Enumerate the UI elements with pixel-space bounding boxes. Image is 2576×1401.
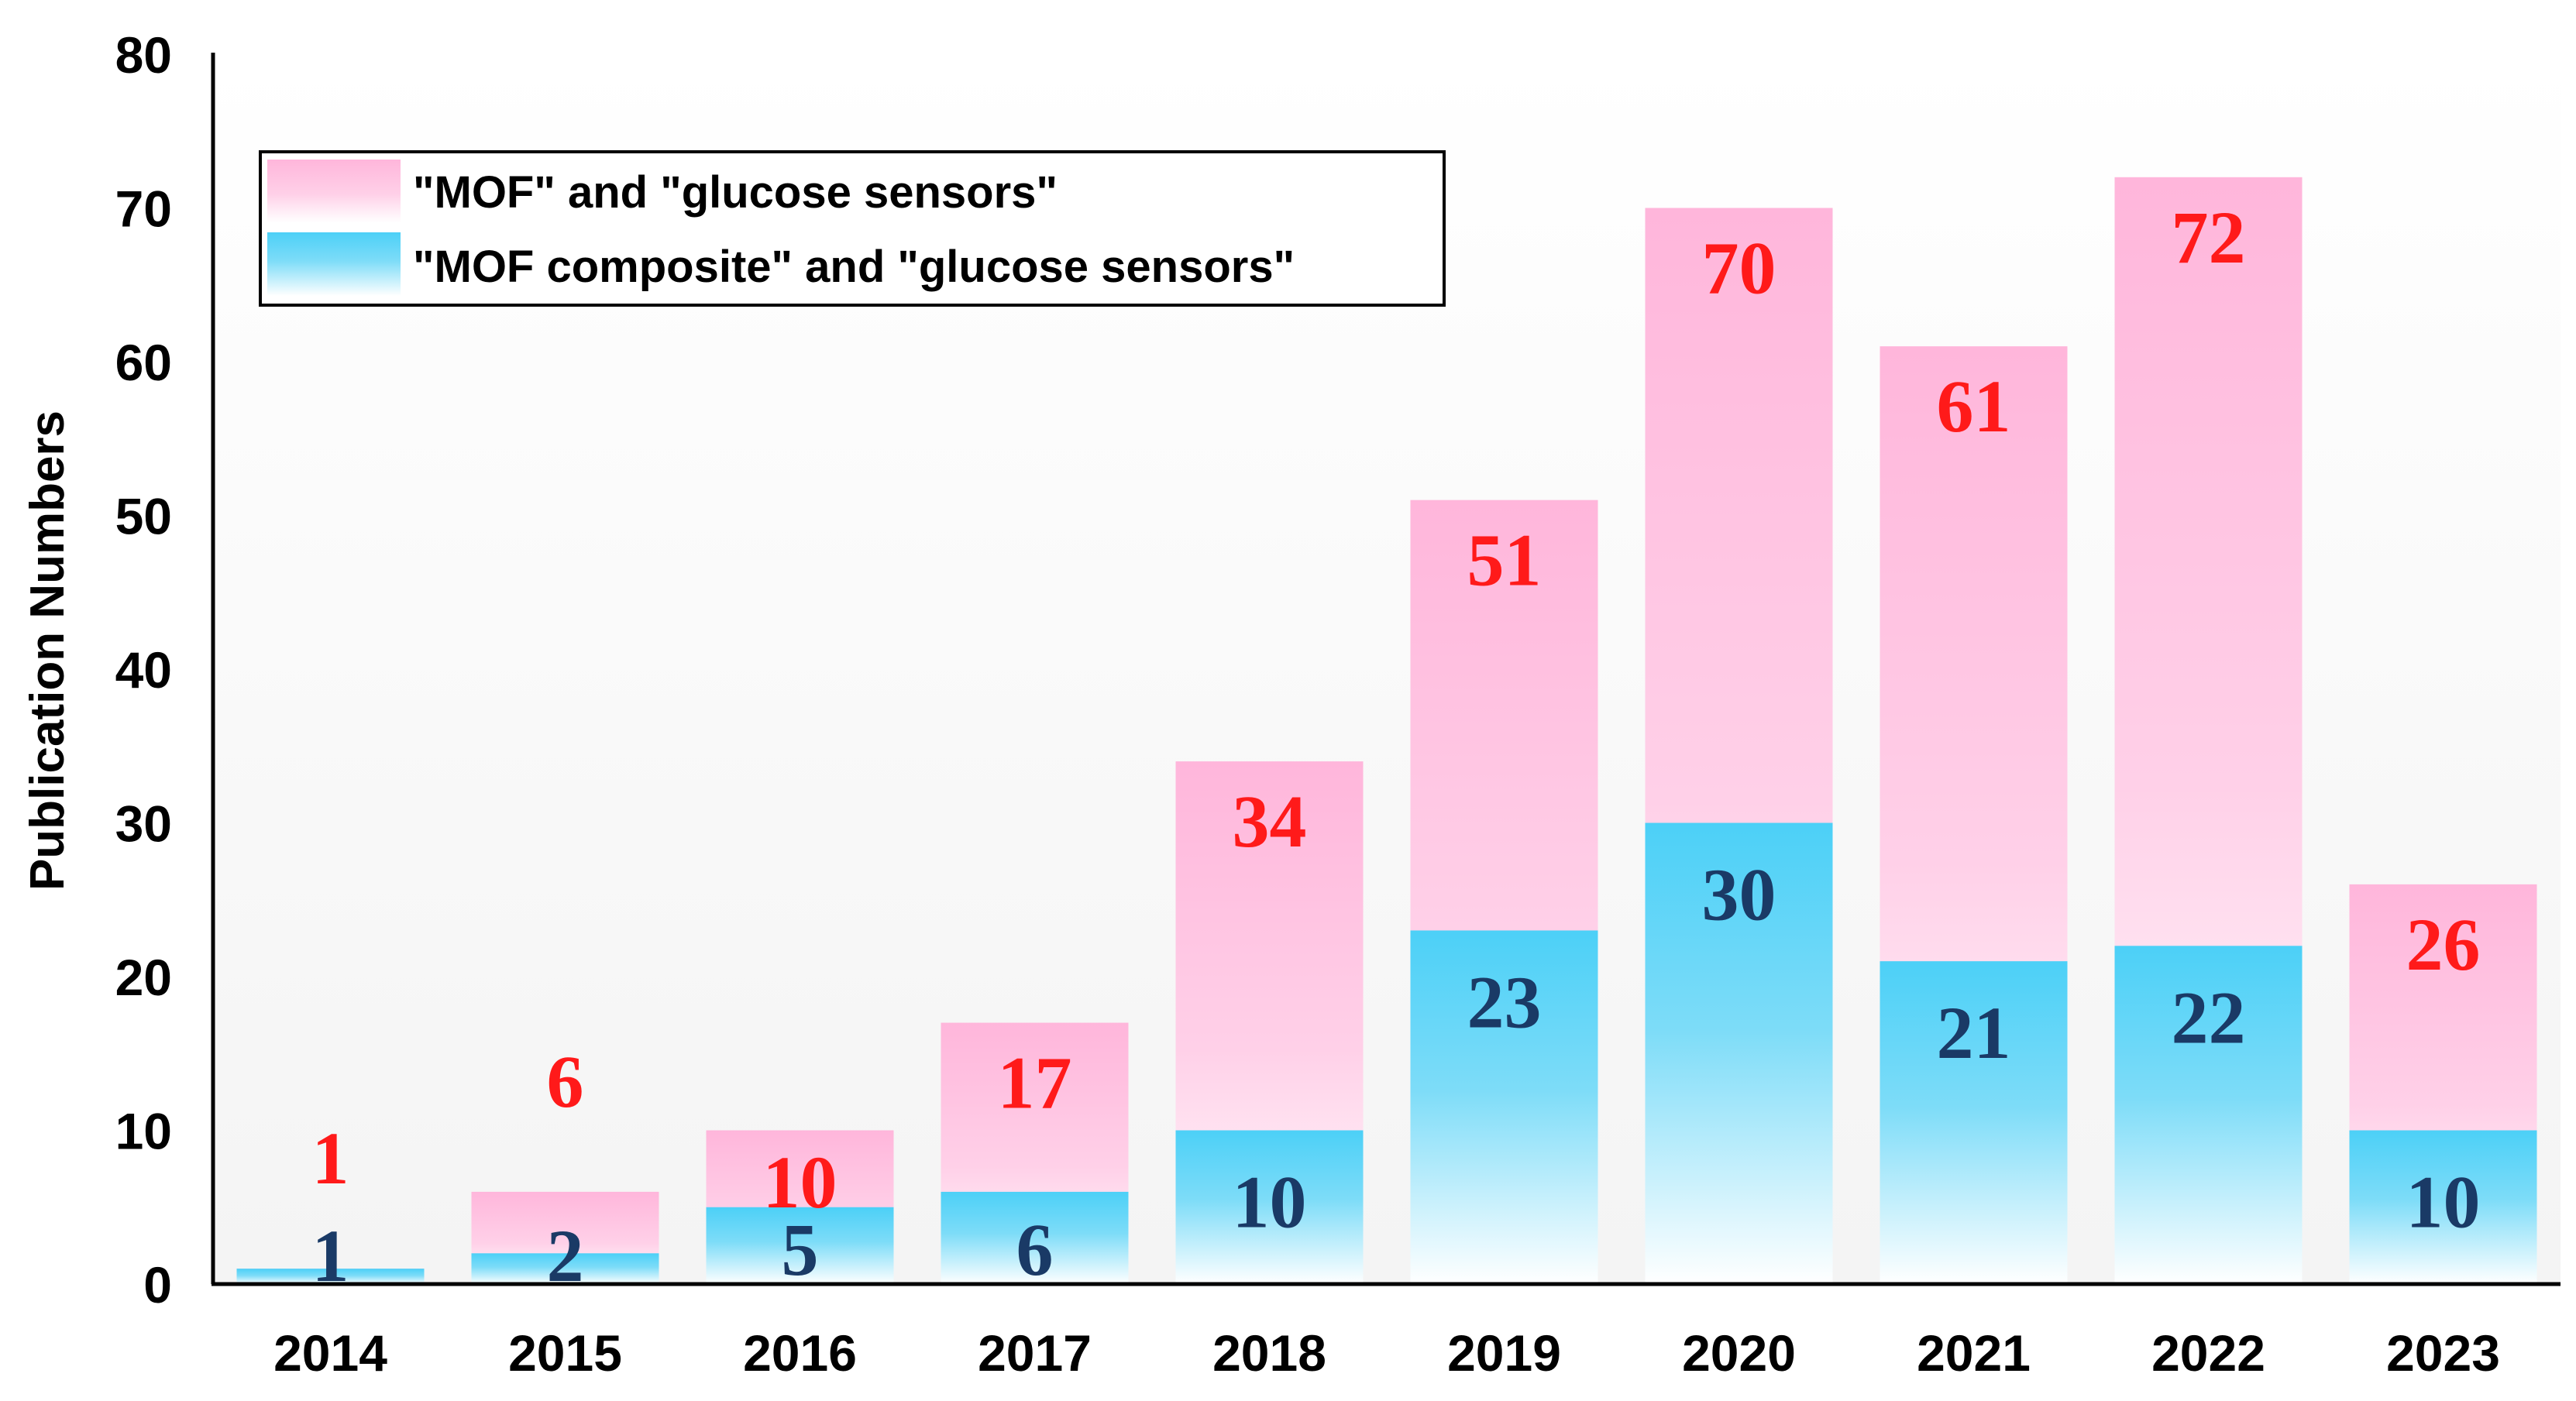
bar-mof-composite-2020 bbox=[1645, 822, 1833, 1284]
bar-mof-composite-2021 bbox=[1880, 961, 2068, 1284]
x-tick-label-2018: 2018 bbox=[1212, 1324, 1326, 1382]
label-mof-2021: 61 bbox=[1937, 365, 2011, 448]
x-tick-label-2019: 2019 bbox=[1447, 1324, 1561, 1382]
y-tick-label-60: 60 bbox=[115, 334, 172, 391]
x-tick-label-2021: 2021 bbox=[1917, 1324, 2031, 1382]
y-tick-label-10: 10 bbox=[115, 1103, 172, 1160]
label-mof-composite-2020: 30 bbox=[1702, 853, 1776, 936]
label-mof-2018: 34 bbox=[1233, 780, 1307, 863]
label-mof-2019: 51 bbox=[1467, 519, 1542, 602]
y-tick-label-80: 80 bbox=[115, 26, 172, 84]
label-mof-composite-2023: 10 bbox=[2406, 1161, 2481, 1244]
label-mof-composite-2016: 5 bbox=[782, 1208, 819, 1291]
legend-swatch-mof bbox=[267, 160, 401, 223]
y-tick-label-30: 30 bbox=[115, 795, 172, 853]
x-tick-label-2014: 2014 bbox=[273, 1324, 387, 1382]
label-mof-2014: 1 bbox=[312, 1117, 349, 1200]
bar-mof-composite-2019 bbox=[1410, 930, 1598, 1284]
x-tick-label-2016: 2016 bbox=[743, 1324, 857, 1382]
y-tick-label-20: 20 bbox=[115, 949, 172, 1006]
legend-box bbox=[259, 150, 1446, 307]
x-tick-label-2023: 2023 bbox=[2386, 1324, 2500, 1382]
bar-mof-composite-2023 bbox=[2349, 1130, 2537, 1284]
bar-mof-composite-2017 bbox=[941, 1191, 1129, 1284]
legend-label-mof-composite: "MOF composite" and "glucose sensors" bbox=[413, 242, 1295, 292]
legend-swatch-mof-composite bbox=[267, 232, 401, 296]
y-tick-label-50: 50 bbox=[115, 488, 172, 545]
x-tick-label-2020: 2020 bbox=[1682, 1324, 1796, 1382]
legend: "MOF" and "glucose sensors" "MOF composi… bbox=[259, 150, 1446, 307]
label-mof-composite-2019: 23 bbox=[1467, 960, 1542, 1043]
label-mof-2015: 6 bbox=[547, 1040, 584, 1123]
label-mof-2022: 72 bbox=[2172, 196, 2246, 279]
x-tick-label-2017: 2017 bbox=[978, 1324, 1092, 1382]
y-tick-label-40: 40 bbox=[115, 641, 172, 699]
y-tick-label-0: 0 bbox=[143, 1256, 172, 1313]
y-axis-title: Publication Numbers bbox=[21, 410, 74, 891]
label-mof-composite-2022: 22 bbox=[2172, 976, 2246, 1059]
label-mof-2016: 10 bbox=[763, 1141, 837, 1224]
label-mof-2020: 70 bbox=[1702, 227, 1776, 310]
label-mof-2023: 26 bbox=[2406, 903, 2481, 986]
bar-mof-composite-2015 bbox=[471, 1253, 659, 1284]
bar-mof-composite-2014 bbox=[236, 1269, 425, 1284]
bar-mof-composite-2016 bbox=[706, 1207, 894, 1284]
y-tick-label-70: 70 bbox=[115, 180, 172, 238]
label-mof-composite-2018: 10 bbox=[1233, 1161, 1307, 1244]
label-mof-composite-2017: 6 bbox=[1016, 1208, 1054, 1291]
bar-mof-composite-2018 bbox=[1175, 1130, 1364, 1284]
bar-mof-composite-2022 bbox=[2114, 946, 2303, 1284]
label-mof-composite-2021: 21 bbox=[1937, 991, 2011, 1074]
legend-label-mof: "MOF" and "glucose sensors" bbox=[413, 167, 1058, 218]
label-mof-2017: 17 bbox=[998, 1042, 1072, 1125]
x-tick-label-2015: 2015 bbox=[508, 1324, 622, 1382]
x-tick-label-2022: 2022 bbox=[2151, 1324, 2265, 1382]
